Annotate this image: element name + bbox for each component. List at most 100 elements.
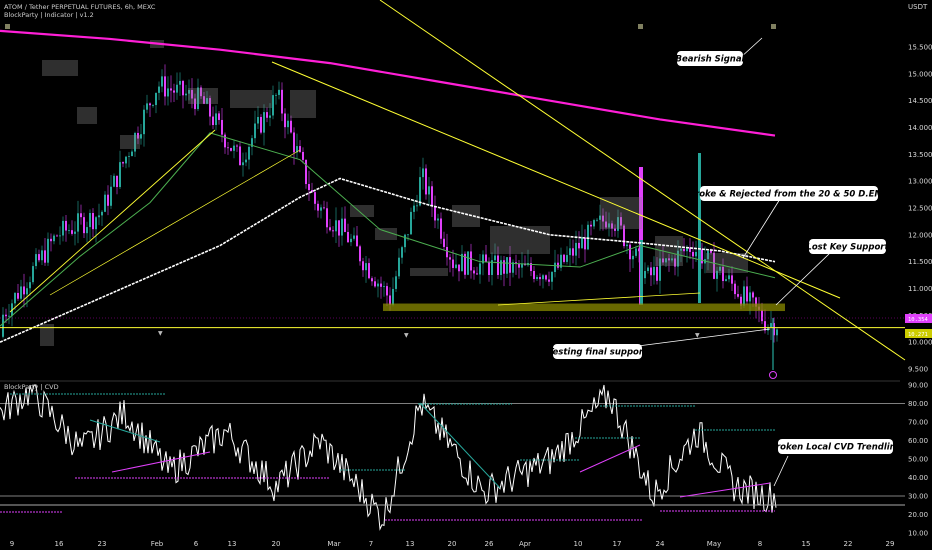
candle [680,248,682,251]
candle [347,231,349,243]
callout-bearish-signal[interactable] [677,51,743,66]
price-tick-label: 15.500 [908,44,932,52]
candle [590,224,592,227]
candle [593,220,595,227]
candle [116,175,118,188]
candle [404,234,406,248]
signal-marker [638,24,643,29]
candle [101,211,103,216]
candle [164,76,166,97]
candle [197,87,199,110]
trendline-ascending [9,129,216,313]
candle [734,283,736,295]
candle [146,103,148,110]
candle [491,260,493,275]
candle [122,162,124,164]
candle [611,223,613,229]
order-block [490,226,550,254]
candle [182,80,184,96]
candle [725,279,727,282]
candle [218,113,220,120]
callout-broken-cvd-trendline[interactable] [778,439,893,454]
ema-200-line [0,29,776,137]
candle [299,146,301,152]
candle [740,296,742,306]
candle [395,276,397,289]
candle [44,250,46,263]
candle [656,266,658,281]
candle [248,146,250,160]
candle [56,235,58,237]
candle [329,227,331,231]
callout-broke-rejected-text: Broke & Rejected from the 20 & 50 D.EMA [689,190,890,200]
candle [290,120,292,133]
candle [266,112,268,118]
candle [284,113,286,128]
callout-broke-rejected[interactable] [700,186,878,201]
price-pane[interactable] [0,0,906,370]
candle [161,76,163,87]
candle [416,205,418,207]
support-zone [383,303,785,312]
cvd-label[interactable]: BlockParty | CVD [4,383,59,391]
time-tick-label: 10 [574,540,583,548]
time-axis[interactable]: 9 16 23 Feb 6 13 20 Mar 7 13 20 26 Apr 10 17 24 May 8 15 22… [10,540,895,548]
candle [362,261,364,271]
candle [338,220,340,236]
candle [419,177,421,206]
signal-marker [5,24,10,29]
candle [500,260,502,275]
candle [188,90,190,94]
candle [155,92,157,106]
callout-lost-key-support[interactable] [809,239,886,254]
candle [263,112,265,133]
candle [95,217,97,230]
candle [668,258,670,261]
time-tick-label: 8 [758,540,762,548]
cvd-line [0,384,777,531]
candle [497,255,499,275]
candle [746,286,748,302]
candle [542,275,544,280]
candle [179,80,181,85]
arrow-marker-icon: ▼ [695,332,700,339]
candle [251,138,253,147]
candle [554,262,556,273]
trendline-ascending-2 [49,149,301,296]
candle [107,194,109,206]
cvd-axis[interactable]: 90.00 80.00 70.00 60.00 50.00 40.00 30.00 20.00… [908,382,928,538]
candle [479,263,481,275]
candle [494,255,496,261]
signal-marker [771,24,776,29]
candle [296,146,298,153]
candle [671,258,673,261]
price-tick-label: 10.000 [908,339,932,347]
callout-testing-final-support[interactable] [553,344,642,359]
candle [242,162,244,166]
candle [449,257,451,260]
candle [170,88,172,91]
candle [719,266,721,271]
candle [203,96,205,104]
candle [302,151,304,160]
indicator-label[interactable]: BlockParty | Indicator | v1.2 [4,11,94,19]
time-tick-label: Feb [151,540,164,548]
candle [287,120,289,128]
price-tick-label: 12.000 [908,231,932,239]
cvd-pane[interactable] [0,384,905,531]
candle [176,84,178,93]
candle [233,145,235,151]
candle [35,254,37,267]
candle [113,175,115,187]
time-tick-label: 13 [406,540,415,548]
candle [326,208,328,228]
cvd-trendline [89,419,161,443]
candle [254,123,256,139]
candle [626,244,628,247]
candle [209,98,211,117]
candle [272,95,274,116]
candle [665,258,667,263]
candle [275,94,277,96]
candle [71,230,73,234]
